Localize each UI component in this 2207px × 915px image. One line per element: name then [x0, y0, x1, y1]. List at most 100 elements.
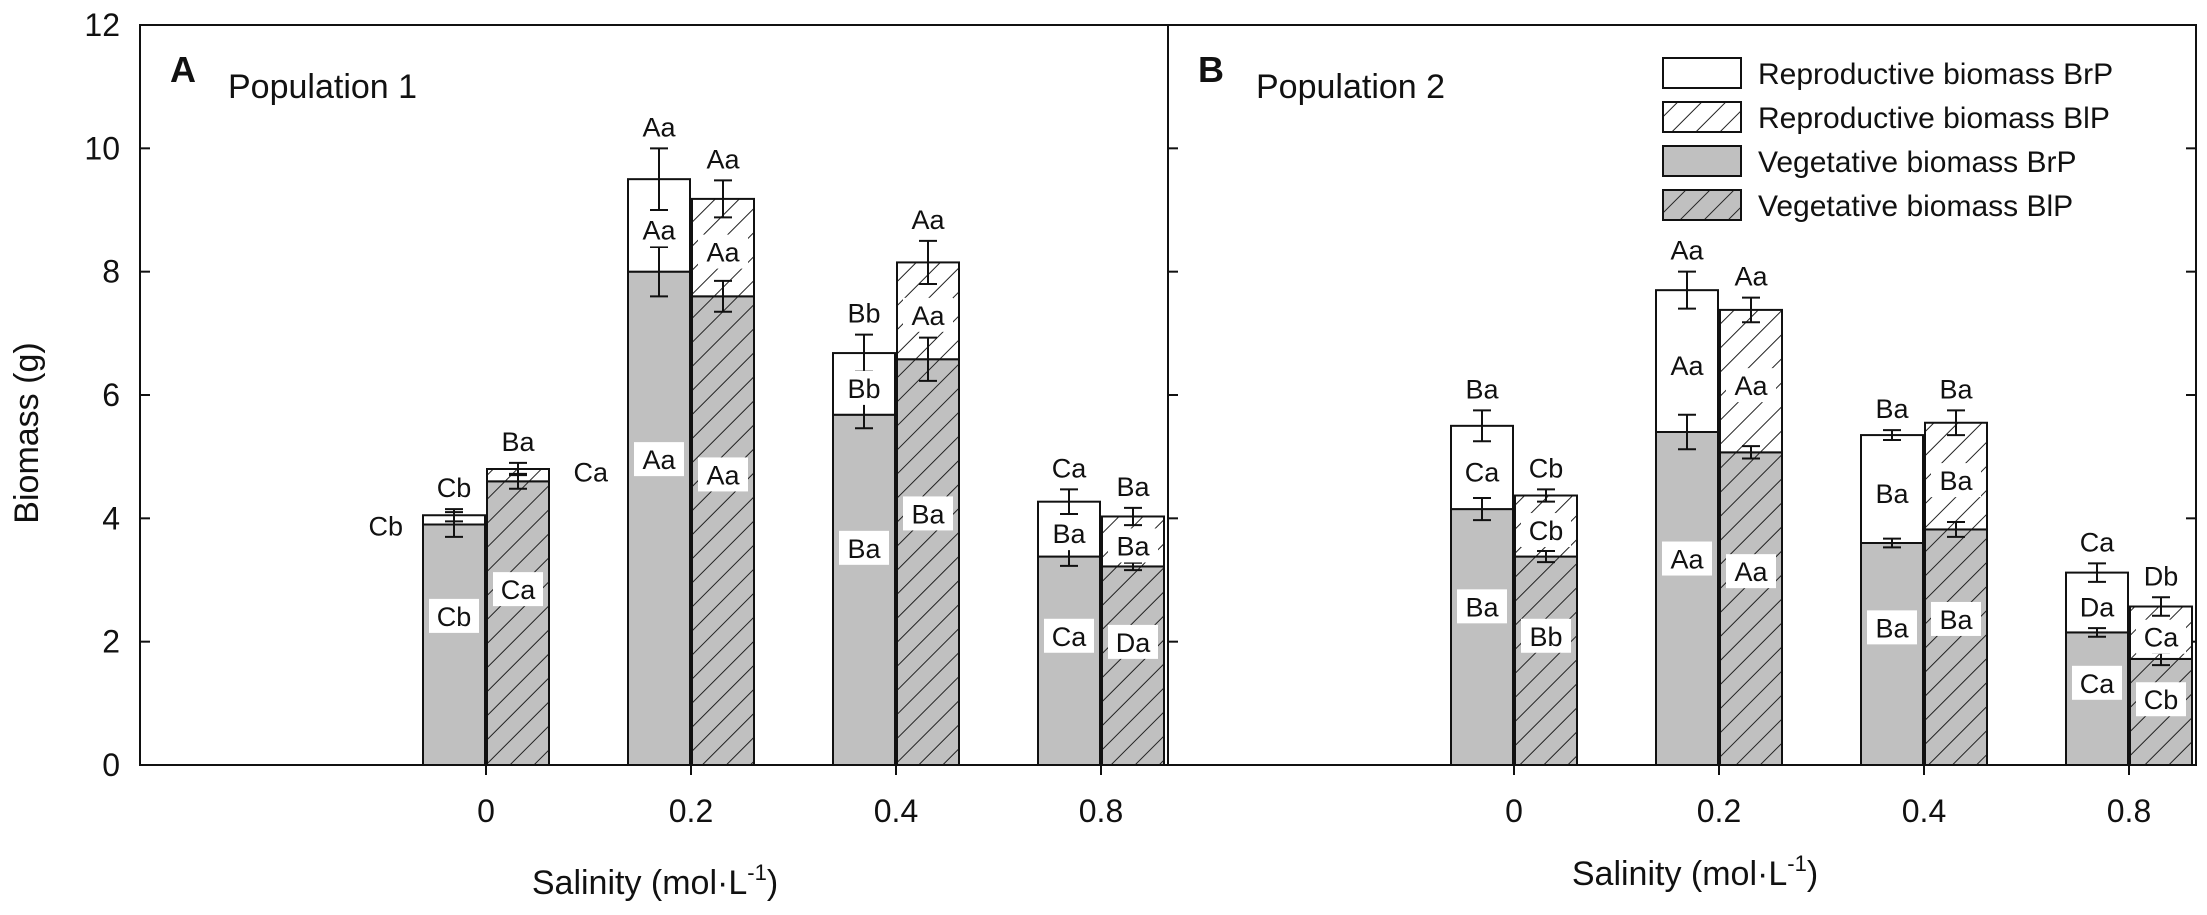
bar-vegetative-blp	[1719, 451, 1783, 766]
bar-group: 0.4 Ba Bb Bb Ba Aa Aa	[832, 205, 960, 829]
label-top: Ba	[1116, 472, 1150, 502]
label-reproductive-bg	[1726, 368, 1776, 403]
label-vegetative: Ca	[501, 575, 536, 605]
label-reproductive-bg	[2072, 589, 2122, 624]
legend-swatch	[1662, 189, 1742, 221]
label-vegetative-bg	[1931, 601, 1981, 636]
bar-group: 0 Cb Cb Cb Ca Ba	[368, 427, 550, 829]
label-outside: Ca	[573, 458, 608, 488]
legend-label: Reproductive biomass BrP	[1758, 58, 2113, 91]
label-vegetative-bg	[1108, 624, 1158, 659]
label-vegetative: Ba	[1875, 613, 1909, 643]
x-tick-label: 0.8	[2107, 793, 2151, 829]
label-reproductive-bg	[1108, 528, 1158, 563]
label-reproductive-bg	[698, 234, 748, 269]
label-reproductive-bg	[903, 297, 953, 332]
y-tick-label: 12	[84, 7, 120, 43]
legend-swatch	[1662, 145, 1742, 177]
y-tick-label: 10	[84, 130, 120, 166]
label-vegetative: Ba	[1465, 592, 1499, 622]
label-top: Cb	[1529, 453, 1564, 483]
label-vegetative-bg	[1457, 589, 1507, 624]
bar-vegetative-blp	[486, 480, 550, 766]
label-reproductive: Ca	[1465, 457, 1500, 487]
y-axis: 0 2 4 6 8 10 12	[84, 7, 120, 783]
label-reproductive-bg	[2136, 619, 2186, 654]
label-reproductive: Ba	[1052, 519, 1086, 549]
bar-vegetative-brp	[1860, 542, 1924, 766]
bar-vegetative-brp	[627, 270, 691, 766]
label-reproductive: Aa	[642, 215, 676, 245]
panel-a: A Population 1 0 Cb Cb Cb Ca Ba 0.2 Aa Aa Aa Ca Aa Aa A…	[139, 24, 1169, 829]
label-top: Aa	[1734, 262, 1768, 292]
label-top: Aa	[642, 112, 676, 142]
label-reproductive: Da	[2080, 593, 2115, 623]
label-vegetative-bg	[634, 442, 684, 477]
label-reproductive: Aa	[1734, 371, 1768, 401]
x-tick-label: 0	[1505, 793, 1523, 829]
label-reproductive-bg	[1457, 454, 1507, 489]
label-reproductive: Aa	[911, 301, 945, 331]
x-tick-label: 0.2	[669, 793, 713, 829]
label-reproductive: Aa	[1670, 351, 1704, 381]
legend-label: Reproductive biomass BlP	[1758, 102, 2110, 135]
label-vegetative-bg	[903, 496, 953, 531]
bar-vegetative-brp	[1037, 555, 1101, 766]
label-top: Aa	[706, 144, 740, 174]
label-vegetative-bg	[2136, 682, 2186, 717]
label-vegetative: Cb	[437, 602, 472, 632]
label-vegetative: Aa	[1670, 545, 1704, 575]
label-vegetative-bg	[1726, 554, 1776, 589]
bar-group: 0.8 Ca Ba Ca Da Ba Ba	[1037, 453, 1165, 829]
label-reproductive: Ba	[1939, 466, 1973, 496]
x-axis-title-superscript: -1	[1787, 851, 1807, 876]
label-vegetative: Aa	[706, 460, 740, 490]
x-tick-label: 0.2	[1697, 793, 1741, 829]
label-vegetative-bg	[839, 530, 889, 565]
panel-letter: A	[170, 49, 196, 90]
y-axis-title: Biomass (g)	[8, 342, 46, 523]
label-vegetative-bg	[1521, 618, 1571, 653]
label-reproductive-bg	[1931, 463, 1981, 498]
y-tick-label: 8	[102, 254, 120, 290]
label-top: Ba	[1875, 394, 1909, 424]
label-reproductive-bg	[634, 212, 684, 247]
label-top: Bb	[847, 299, 880, 329]
label-top: Ba	[1465, 374, 1499, 404]
label-vegetative: Ca	[1052, 622, 1087, 652]
legend: Reproductive biomass BrP Reproductive bio…	[1662, 57, 2113, 223]
label-top: Ca	[1052, 453, 1087, 483]
label-reproductive: Ba	[1116, 531, 1150, 561]
label-vegetative: Da	[1116, 628, 1151, 658]
bar-group: 0.2 Aa Aa Aa Ca Aa Aa Aa	[573, 112, 755, 829]
panel-title: Population 1	[228, 68, 417, 106]
x-tick-label: 0.4	[874, 793, 918, 829]
label-reproductive-bg	[1662, 348, 1712, 383]
bar-vegetative-brp	[422, 523, 486, 766]
y-tick-label: 6	[102, 377, 120, 413]
panel-b: B Population 2 0 Ba Ca Ba Bb Cb Cb 0.2 Aa Aa Aa Aa Aa A…	[1167, 24, 2197, 829]
bar-group: 0 Ba Ca Ba Bb Cb Cb	[1450, 374, 1578, 829]
y-tick-label: 2	[102, 624, 120, 660]
plot-panels: A Population 1 0 Cb Cb Cb Ca Ba 0.2 Aa Aa Aa Ca Aa Aa A…	[139, 24, 2197, 829]
x-tick-label: 0.4	[1902, 793, 1946, 829]
label-side: Cb	[368, 511, 403, 541]
bar-group: 0.4 Ba Ba Ba Ba Ba Ba	[1860, 374, 1988, 829]
legend-swatch	[1662, 101, 1742, 133]
label-vegetative: Bb	[1529, 622, 1562, 652]
label-top: Aa	[1670, 236, 1704, 266]
label-reproductive: Bb	[847, 374, 880, 404]
label-vegetative: Ba	[847, 534, 881, 564]
label-vegetative: Ca	[2080, 669, 2115, 699]
label-top: Ba	[501, 427, 535, 457]
label-vegetative: Ba	[1939, 605, 1973, 635]
bar-group: 0.2 Aa Aa Aa Aa Aa Aa	[1655, 236, 1783, 829]
label-reproductive-bg	[1044, 516, 1094, 551]
label-reproductive: Cb	[1529, 516, 1564, 546]
x-axis-title-text: Salinity (mol·L	[532, 864, 747, 902]
label-vegetative-bg	[1867, 610, 1917, 645]
bar-vegetative-blp	[1514, 555, 1578, 766]
label-vegetative: Cb	[2144, 685, 2179, 715]
legend-swatch	[1662, 57, 1742, 89]
